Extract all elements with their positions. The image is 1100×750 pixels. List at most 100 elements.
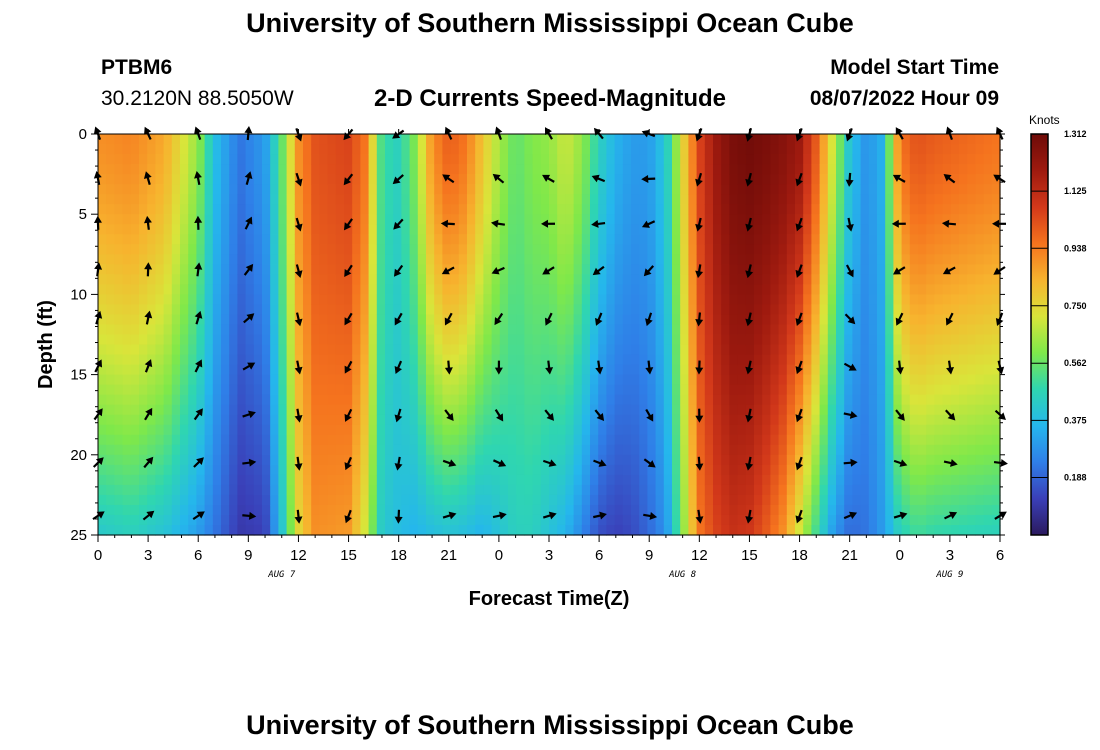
heatmap-cell — [278, 174, 288, 185]
heatmap-cell — [745, 134, 755, 145]
heatmap-cell — [450, 134, 460, 145]
heatmap-cell — [467, 294, 476, 306]
heatmap-cell — [590, 434, 599, 446]
heatmap-cell — [147, 144, 156, 155]
heatmap-cell — [967, 344, 976, 356]
heatmap-cell — [926, 364, 935, 376]
heatmap-cell — [581, 474, 591, 486]
heatmap-cell — [844, 494, 853, 506]
heatmap-cell — [704, 144, 714, 155]
heatmap-cell — [368, 294, 378, 306]
heatmap-cell — [106, 414, 115, 426]
heatmap-cell — [581, 444, 591, 456]
heatmap-cell — [639, 344, 648, 356]
heatmap-cell — [737, 184, 747, 195]
heatmap-cell — [868, 474, 878, 486]
heatmap-cell — [991, 254, 1001, 265]
heatmap-cell — [180, 334, 189, 346]
heatmap-cell — [975, 154, 985, 165]
heatmap-cell — [672, 444, 681, 456]
heatmap-cell — [245, 524, 255, 536]
heatmap-cell — [631, 424, 640, 436]
heatmap-cell — [278, 434, 288, 446]
heatmap-cell — [983, 284, 993, 296]
heatmap-cell — [909, 514, 919, 526]
heatmap-cell — [959, 194, 968, 205]
heatmap-cell — [795, 354, 804, 366]
heatmap-cell — [516, 374, 525, 386]
heatmap-cell — [901, 454, 911, 466]
current-arrow — [745, 456, 754, 471]
heatmap-cell — [950, 474, 960, 486]
heatmap-cell — [565, 354, 575, 366]
heatmap-cell — [786, 504, 796, 516]
heatmap-cell — [139, 314, 148, 326]
heatmap-cell — [360, 444, 370, 456]
heatmap-cell — [163, 484, 173, 496]
heatmap-cell — [926, 194, 935, 205]
heatmap-cell — [253, 264, 263, 275]
heatmap-cell — [385, 504, 394, 516]
arrow-head — [246, 313, 255, 321]
heatmap-cell — [376, 314, 386, 326]
heatmap-cell — [770, 184, 780, 195]
heatmap-cell — [442, 384, 452, 396]
heatmap-cell — [573, 424, 583, 436]
heatmap-cell — [155, 524, 165, 536]
heatmap-cell — [918, 174, 927, 185]
heatmap-cell — [713, 224, 722, 235]
arrow-head — [599, 511, 607, 520]
heatmap-cell — [393, 344, 402, 356]
heatmap-cell — [647, 294, 657, 306]
heatmap-cell — [417, 404, 427, 416]
heatmap-cell — [450, 244, 460, 255]
heatmap-cell — [696, 154, 706, 165]
heatmap-cell — [713, 244, 722, 255]
heatmap-cell — [114, 324, 124, 336]
heatmap-cell — [319, 244, 329, 255]
heatmap-cell — [188, 334, 197, 346]
heatmap-cell — [196, 424, 206, 436]
heatmap-cell — [434, 264, 443, 275]
heatmap-cell — [836, 144, 845, 155]
heatmap-cell — [122, 514, 132, 526]
heatmap-cell — [819, 134, 829, 145]
heatmap-cell — [704, 264, 714, 275]
heatmap-cell — [319, 324, 329, 336]
heatmap-cell — [98, 504, 107, 516]
heatmap-cell — [868, 214, 878, 225]
heatmap-cell — [614, 404, 624, 416]
heatmap-cell — [130, 144, 140, 155]
heatmap-cell — [737, 344, 747, 356]
heatmap-cell — [762, 324, 771, 336]
heatmap-cell — [442, 334, 452, 346]
heatmap-cell — [245, 204, 255, 215]
heatmap-cell — [737, 364, 747, 376]
heatmap-cell — [458, 394, 468, 406]
heatmap-cell — [229, 474, 238, 486]
heatmap-cell — [344, 304, 353, 316]
current-arrow — [641, 174, 656, 183]
heatmap-cell — [614, 334, 624, 346]
heatmap-cell — [319, 144, 329, 155]
heatmap-cell — [262, 134, 271, 145]
heatmap-cell — [877, 354, 886, 366]
heatmap-cell — [696, 274, 706, 285]
heatmap-cell — [212, 494, 222, 506]
heatmap-cell — [237, 424, 247, 436]
heatmap-cell — [475, 484, 484, 496]
heatmap-cell — [467, 244, 476, 255]
heatmap-cell — [844, 464, 853, 476]
heatmap-cell — [877, 374, 886, 386]
heatmap-cell — [540, 494, 550, 506]
heatmap-cell — [606, 264, 616, 275]
heatmap-cell — [98, 214, 107, 225]
heatmap-cell — [508, 484, 517, 496]
heatmap-cell — [639, 414, 648, 426]
heatmap-cell — [737, 454, 747, 466]
heatmap-cell — [680, 284, 689, 296]
heatmap-cell — [245, 484, 255, 496]
heatmap-cell — [409, 194, 419, 205]
heatmap-cell — [991, 454, 1001, 466]
heatmap-cell — [270, 134, 279, 145]
